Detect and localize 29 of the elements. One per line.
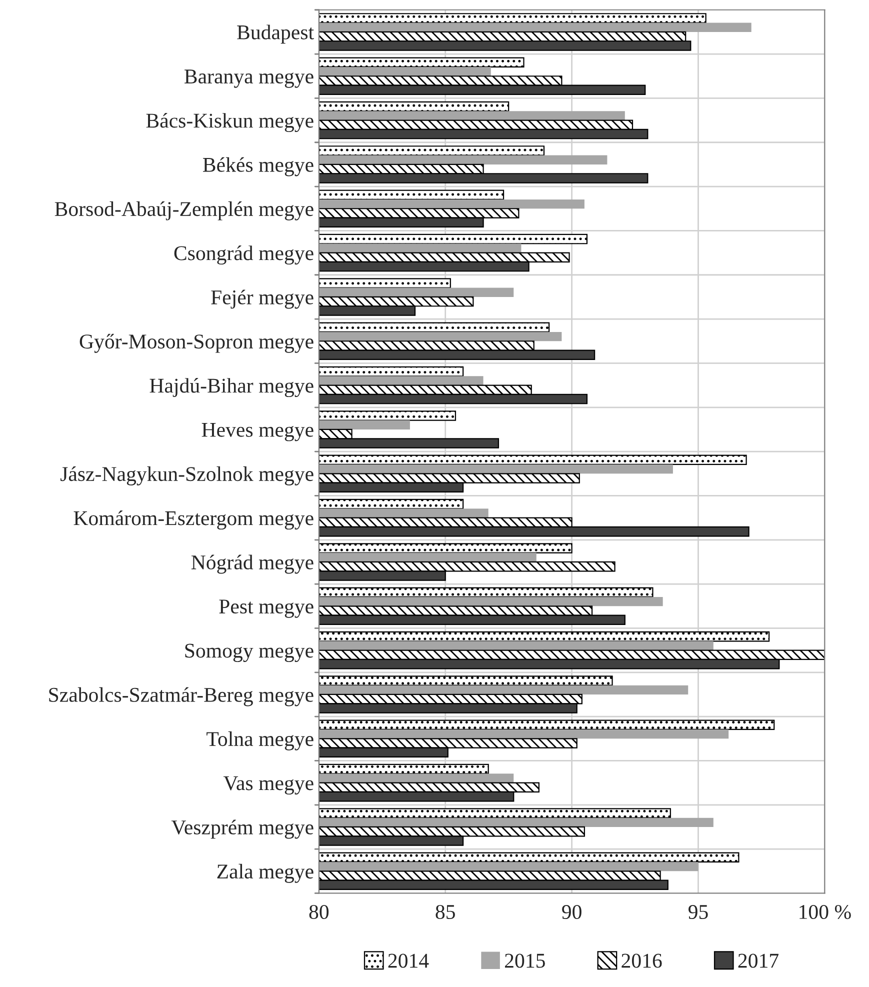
y-tick-label: Budapest	[237, 24, 314, 44]
y-tick-label: Borsod-Abaúj-Zemplén megye	[54, 201, 314, 220]
y-tick-label: Pest megye	[219, 600, 314, 618]
x-tick-label: 100 %	[800, 904, 851, 920]
y-tick-label: Békés megye	[203, 157, 314, 176]
x-tick-label: 90	[562, 904, 582, 920]
y-tick-label: Komárom-Esztergom megye	[74, 510, 314, 530]
y-tick-label: Veszprém megye	[171, 820, 314, 839]
legend-label: 2016	[622, 954, 662, 968]
x-tick-label: 80	[309, 904, 329, 920]
legend-label: 2015	[505, 954, 545, 968]
y-tick-label: Heves megye	[202, 423, 314, 442]
y-tick-label: Jász-Nagykun-Szolnok megye	[60, 466, 314, 486]
legend-label: 2017	[738, 954, 778, 968]
y-tick-label: Győr-Moson-Sopron megye	[80, 334, 314, 353]
y-tick-label: Szabolcs-Szatmár-Bereg megye	[49, 687, 314, 706]
y-tick-label: Fejér megye	[211, 290, 314, 309]
y-tick-label: Bács-Kiskun megye	[146, 113, 314, 132]
y-tick-label: Somogy megye	[185, 644, 314, 662]
y-tick-label: Baranya megye	[184, 70, 314, 88]
y-tick-label: Tolna megye	[206, 731, 314, 750]
y-tick-label: Nógrád megye	[191, 554, 314, 574]
y-tick-label: Zala megye	[217, 864, 314, 883]
legend-label: 2014	[388, 954, 429, 968]
y-tick-label: Hajdú-Bihar megye	[150, 378, 314, 398]
y-tick-label: Csongrád megye	[174, 246, 314, 265]
x-tick-label: 95	[688, 905, 708, 920]
x-tick-label: 85	[436, 904, 455, 920]
y-tick-label: Vas megye	[223, 776, 314, 795]
